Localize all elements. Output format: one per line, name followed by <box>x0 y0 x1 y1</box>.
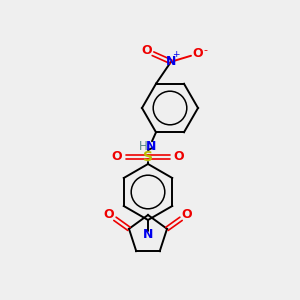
Text: O: O <box>112 151 122 164</box>
Text: N: N <box>166 55 176 68</box>
Text: S: S <box>143 150 153 164</box>
Text: O: O <box>174 151 184 164</box>
Text: O: O <box>193 47 203 60</box>
Text: N: N <box>143 229 153 242</box>
Text: N: N <box>146 140 156 153</box>
Text: O: O <box>104 208 114 221</box>
Text: +: + <box>172 50 180 59</box>
Text: -: - <box>203 45 207 55</box>
Text: O: O <box>142 44 152 57</box>
Text: O: O <box>182 208 192 221</box>
Text: H: H <box>139 140 147 153</box>
